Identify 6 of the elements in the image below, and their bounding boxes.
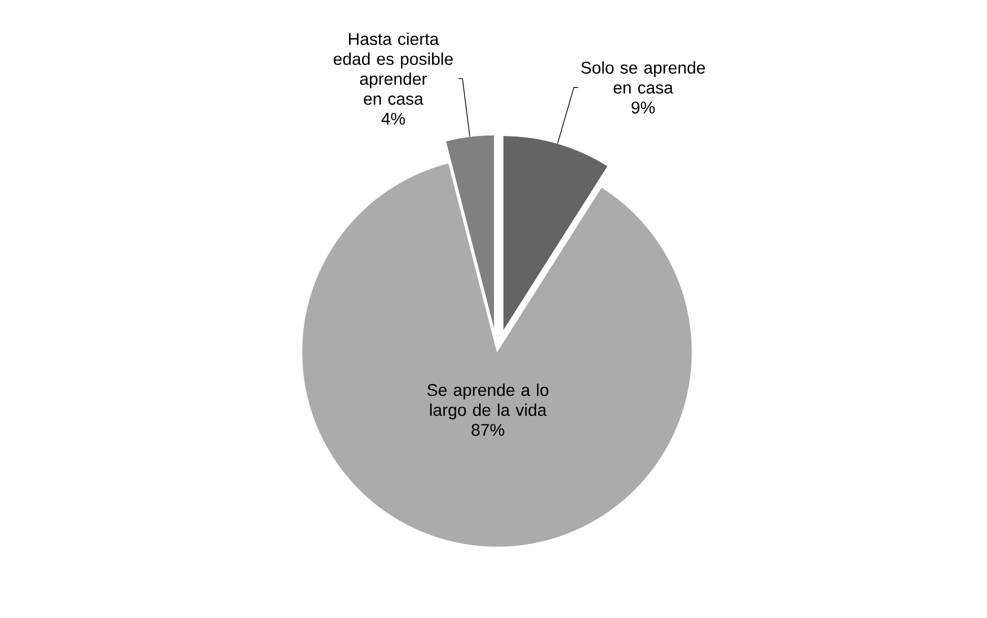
slice-label: Solo se aprende en casa (581, 61, 705, 94)
data-label: 87% (472, 424, 504, 436)
slice-label: Hasta cierta edad es posible aprender en casa (334, 32, 453, 105)
data-label: 9% (632, 102, 655, 114)
slice-label: Se aprende a lo largo de la vida (427, 384, 548, 420)
data-label: 4% (381, 112, 405, 125)
